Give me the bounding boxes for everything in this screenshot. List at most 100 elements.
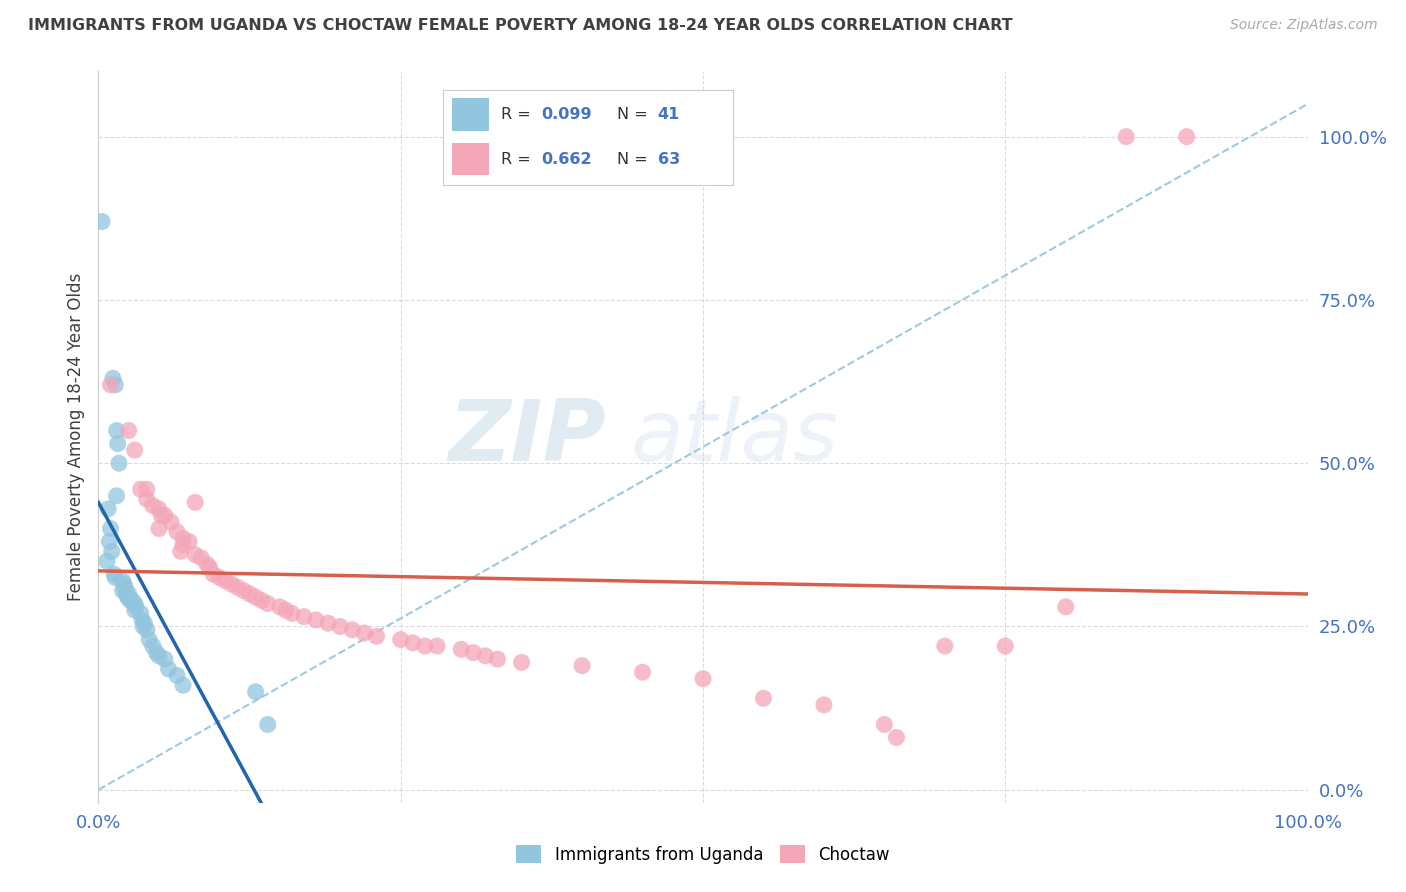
Point [115,587,138,601]
Point [148,648,170,663]
Point [184,495,207,509]
Point [101,371,124,385]
Point [179,534,201,549]
Point [129,607,152,621]
Point [142,499,165,513]
Point [104,377,127,392]
Point [135,483,157,497]
Point [214,574,236,588]
Point [353,626,375,640]
Point [105,489,128,503]
Point [692,672,714,686]
Text: atlas: atlas [630,395,838,479]
Point [571,658,593,673]
Point [118,424,141,438]
Point [100,521,122,535]
Point [118,587,141,601]
Point [281,607,304,621]
Point [342,623,364,637]
Point [1175,129,1198,144]
Point [450,642,472,657]
Point [202,567,225,582]
Point [107,436,129,450]
Point [329,619,352,633]
Point [239,587,262,601]
Point [226,580,249,594]
Point [474,648,496,663]
Point [125,599,148,614]
Point [486,652,509,666]
Point [426,639,449,653]
Point [316,616,339,631]
Point [166,524,188,539]
Point [886,731,908,745]
Point [118,593,141,607]
Point [256,717,278,731]
Point [105,424,128,438]
Point [138,632,160,647]
Point [91,214,114,228]
Point [198,560,221,574]
Point [250,593,273,607]
Point [172,531,194,545]
Point [114,580,136,594]
Point [389,632,412,647]
Point [131,613,153,627]
Point [111,583,134,598]
Point [232,583,254,598]
Point [994,639,1017,653]
Point [172,538,194,552]
Point [184,548,207,562]
Point [510,656,533,670]
Point [172,678,194,692]
Point [121,593,143,607]
Point [631,665,654,680]
Point [111,574,134,588]
Point [129,483,152,497]
Point [160,515,183,529]
Point [157,662,180,676]
Point [135,623,157,637]
Point [169,544,191,558]
Text: ZIP: ZIP [449,395,606,479]
Point [142,639,165,653]
Point [752,691,775,706]
Point [124,443,146,458]
Point [1115,129,1137,144]
Point [274,603,297,617]
Text: Source: ZipAtlas.com: Source: ZipAtlas.com [1230,18,1378,32]
Point [463,646,485,660]
Point [132,619,155,633]
Point [813,698,835,712]
Point [245,590,267,604]
Point [117,590,139,604]
Point [1054,599,1077,614]
Point [366,629,388,643]
Point [195,558,218,572]
Point [124,597,146,611]
Point [221,577,243,591]
Point [112,577,135,591]
Point [269,599,291,614]
Point [153,652,176,666]
Point [98,534,121,549]
Point [153,508,176,523]
Point [100,544,122,558]
Point [135,492,157,507]
Point [96,554,118,568]
Point [292,609,315,624]
Point [148,502,170,516]
Point [256,597,278,611]
Point [145,646,167,660]
Point [873,717,896,731]
Point [124,603,146,617]
Point [150,508,173,523]
Point [402,636,425,650]
Point [245,685,267,699]
Point [103,567,125,582]
Point [100,377,122,392]
Point [134,616,156,631]
Point [97,502,120,516]
Point [413,639,436,653]
Point [104,570,127,584]
